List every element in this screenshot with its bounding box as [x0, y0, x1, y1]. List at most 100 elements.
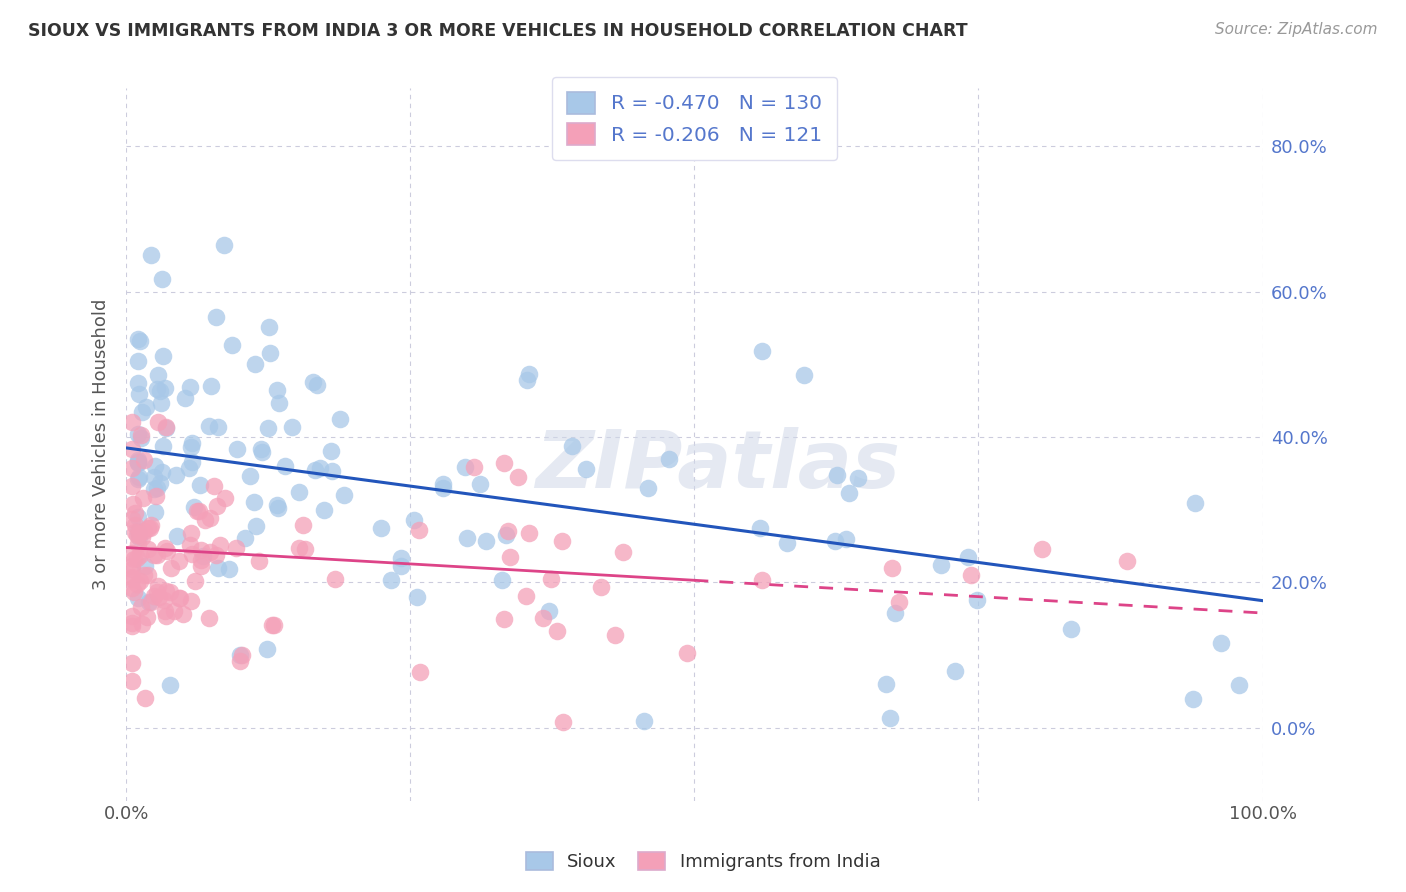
Point	[180, 440, 202, 454]
Point	[142, 548, 165, 562]
Point	[676, 646, 699, 660]
Point	[129, 600, 152, 615]
Point	[121, 581, 143, 595]
Point	[121, 546, 143, 560]
Point	[136, 567, 159, 582]
Point	[208, 538, 231, 552]
Point	[304, 463, 326, 477]
Point	[121, 558, 143, 573]
Point	[167, 554, 190, 568]
Point	[835, 532, 858, 546]
Point	[139, 517, 162, 532]
Point	[129, 427, 152, 442]
Point	[1031, 542, 1053, 557]
Point	[127, 376, 149, 390]
Point	[409, 665, 432, 679]
Point	[202, 479, 225, 493]
Point	[1184, 496, 1206, 510]
Point	[838, 486, 860, 500]
Point	[749, 521, 772, 535]
Point	[959, 568, 981, 582]
Point	[214, 491, 236, 506]
Point	[456, 531, 478, 545]
Point	[889, 595, 911, 609]
Point	[163, 604, 186, 618]
Point	[266, 498, 288, 512]
Point	[274, 458, 297, 473]
Point	[128, 526, 150, 541]
Point	[824, 534, 846, 549]
Point	[475, 533, 498, 548]
Point	[153, 604, 176, 618]
Point	[148, 590, 170, 604]
Point	[239, 468, 262, 483]
Point	[146, 416, 169, 430]
Point	[190, 553, 212, 567]
Point	[492, 612, 515, 626]
Point	[207, 560, 229, 574]
Point	[159, 585, 181, 599]
Point	[132, 453, 155, 467]
Point	[127, 453, 149, 467]
Point	[197, 419, 219, 434]
Point	[122, 497, 145, 511]
Point	[124, 524, 146, 539]
Point	[152, 349, 174, 363]
Point	[143, 505, 166, 519]
Point	[589, 580, 612, 594]
Point	[166, 529, 188, 543]
Point	[180, 455, 202, 469]
Point	[249, 442, 271, 456]
Point	[136, 521, 159, 535]
Point	[132, 524, 155, 538]
Point	[280, 419, 302, 434]
Point	[1115, 554, 1137, 568]
Point	[129, 431, 152, 445]
Point	[292, 518, 315, 533]
Point	[432, 481, 454, 495]
Point	[463, 460, 485, 475]
Point	[153, 593, 176, 607]
Point	[263, 618, 285, 632]
Point	[380, 574, 402, 588]
Point	[214, 237, 236, 252]
Point	[183, 500, 205, 515]
Point	[138, 595, 160, 609]
Point	[188, 478, 211, 492]
Point	[122, 552, 145, 566]
Point	[143, 459, 166, 474]
Point	[121, 608, 143, 623]
Point	[127, 472, 149, 486]
Point	[329, 412, 352, 426]
Point	[139, 520, 162, 534]
Point	[879, 711, 901, 725]
Point	[1209, 636, 1232, 650]
Point	[180, 547, 202, 561]
Point	[141, 595, 163, 609]
Point	[1060, 622, 1083, 636]
Point	[155, 419, 177, 434]
Point	[288, 541, 311, 555]
Point	[247, 554, 270, 568]
Point	[198, 510, 221, 524]
Point	[233, 531, 256, 545]
Point	[127, 524, 149, 538]
Point	[288, 484, 311, 499]
Point	[160, 561, 183, 575]
Point	[172, 607, 194, 621]
Point	[575, 462, 598, 476]
Point	[943, 665, 966, 679]
Point	[131, 530, 153, 544]
Point	[128, 387, 150, 401]
Point	[180, 525, 202, 540]
Text: ZIPatlas: ZIPatlas	[534, 426, 900, 505]
Point	[323, 572, 346, 586]
Point	[257, 421, 280, 435]
Point	[143, 470, 166, 484]
Point	[1182, 692, 1205, 706]
Point	[218, 561, 240, 575]
Point	[149, 396, 172, 410]
Point	[135, 400, 157, 414]
Point	[470, 477, 492, 491]
Point	[145, 489, 167, 503]
